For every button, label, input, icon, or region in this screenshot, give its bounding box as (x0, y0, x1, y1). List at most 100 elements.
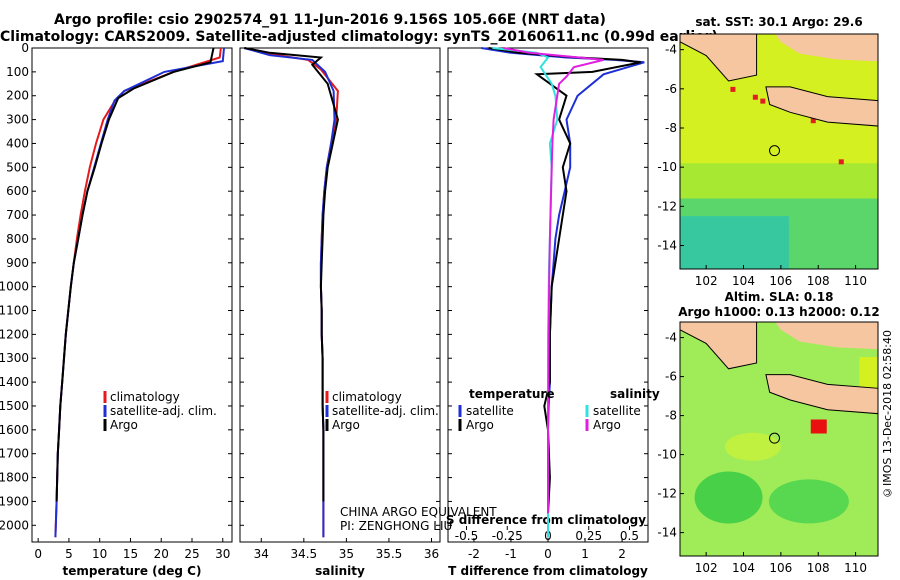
y-tick-label: 0 (21, 41, 29, 55)
sst-map-group: 102 104 106 108 110 -4 -6 -8 -10 -12 -14 (657, 33, 879, 288)
s-tick-label: -0.25 (492, 529, 523, 543)
y-tick-label: 200 (6, 89, 29, 103)
sst-hot-pixel (730, 86, 736, 92)
map-y-tick-label: -6 (665, 370, 677, 384)
map-y-tick-label: -10 (657, 448, 677, 462)
sst-hot-pixel (760, 98, 766, 104)
map-y-tick-label: -12 (657, 199, 677, 213)
sla-map-subtitle: Argo h1000: 0.13 h2000: 0.12 (678, 305, 879, 319)
y-tick-label: 1500 (0, 399, 29, 413)
argo-location-marker (769, 432, 781, 444)
sla-blob (724, 432, 781, 461)
sla-high-patch (810, 419, 827, 434)
legend-label: satellite (466, 404, 514, 418)
y-tick-label: 1300 (0, 351, 29, 365)
legend-label: Argo (466, 418, 494, 432)
map-y-tick-label: -12 (657, 487, 677, 501)
series-line-salinity-Argo (244, 47, 339, 502)
x-tick-label: 34 (254, 547, 269, 561)
sla-map-frame (679, 321, 879, 557)
map-y-tick-label: -4 (665, 43, 677, 57)
plot-frame-salinity (239, 47, 441, 543)
y-tick-label: 2000 (0, 518, 29, 532)
sla-map-group: 102 104 106 108 110 -4 -6 -8 -10 -12 -14 (657, 321, 879, 575)
series-line-temperature-climatology (54, 47, 222, 538)
x-tick-label: 0 (544, 547, 552, 561)
map-x-tick-label: 104 (732, 274, 755, 288)
legend-label: Argo (593, 418, 621, 432)
map-y-tick-label: -4 (665, 331, 677, 345)
map-y-tick-label: -8 (665, 409, 677, 423)
map-x-tick-label: 102 (695, 274, 718, 288)
chart-title-line2: Climatology: CARS2009. Satellite-adjuste… (0, 29, 718, 45)
s-tick-label: 0.25 (575, 529, 602, 543)
sst-map-frame (679, 33, 879, 270)
legend-label: satellite-adj. clim. (110, 404, 217, 418)
x-tick-label: 5 (65, 547, 73, 561)
y-tick-label: 1000 (0, 280, 29, 294)
x-axis-label-temperature: temperature (deg C) (63, 564, 202, 578)
map-y-tick-label: -14 (657, 526, 677, 540)
sla-blob (768, 479, 849, 524)
y-tick-label: 900 (6, 256, 29, 270)
sla-map-title: Altim. SLA: 0.18 (725, 290, 834, 304)
map-x-tick-label: 104 (732, 561, 755, 575)
x-tick-label: 34.5 (290, 547, 317, 561)
sst-band (680, 216, 789, 269)
s-tick-label: 0.5 (620, 529, 639, 543)
x-tick-label: 36 (424, 547, 439, 561)
s-tick-label: -0.5 (455, 529, 478, 543)
map-y-tick-label: -8 (665, 121, 677, 135)
x-tick-label: 0 (34, 547, 42, 561)
y-tick-label: 1700 (0, 447, 29, 461)
x-tick-label: -2 (468, 547, 480, 561)
series-line-difference-temperature-Argo (488, 47, 641, 514)
sst-hot-pixel (810, 118, 816, 124)
sst-map-title: sat. SST: 30.1 Argo: 29.6 (695, 15, 862, 29)
x-tick-label: 35 (339, 547, 354, 561)
plot-frame-temperature (31, 47, 233, 543)
map-y-tick-label: -10 (657, 160, 677, 174)
s-axis-label: S difference from climatology (446, 513, 646, 527)
y-tick-label: 700 (6, 208, 29, 222)
y-tick-label: 100 (6, 65, 29, 79)
x-tick-label: 30 (215, 547, 230, 561)
map-x-tick-label: 106 (769, 274, 792, 288)
attribution-text: PI: ZENGHONG LIU (340, 519, 452, 533)
attribution-text: CHINA ARGO EQUIVALENT (340, 505, 497, 519)
land-north (775, 34, 878, 62)
map-x-tick-label: 110 (844, 561, 867, 575)
series-line-difference-salinity-Argo (503, 47, 604, 514)
y-tick-label: 1100 (0, 304, 29, 318)
x-tick-label: 1 (581, 547, 589, 561)
argo-location-marker (769, 145, 781, 157)
land-north (775, 322, 878, 350)
legend-heading-salinity: salinity (610, 387, 660, 401)
map-x-tick-label: 110 (844, 274, 867, 288)
x-axis-label-difference: T difference from climatology (448, 564, 648, 578)
legend-label: Argo (332, 418, 360, 432)
legend-label: satellite (593, 404, 641, 418)
map-x-tick-label: 106 (769, 561, 792, 575)
legend-label: satellite-adj. clim. (332, 404, 439, 418)
x-tick-label: -1 (505, 547, 517, 561)
y-tick-label: 600 (6, 184, 29, 198)
x-tick-label: 35.5 (376, 547, 403, 561)
legend-label: climatology (332, 390, 402, 404)
sla-blob (694, 471, 763, 524)
credit-label: ©IMOS 13-Dec-2018 02:58:40 (881, 330, 894, 499)
map-x-tick-label: 108 (807, 274, 830, 288)
x-tick-label: 25 (184, 547, 199, 561)
y-tick-label: 1900 (0, 494, 29, 508)
y-tick-label: 1600 (0, 423, 29, 437)
x-tick-label: 20 (154, 547, 169, 561)
x-axis-label-salinity: salinity (315, 564, 365, 578)
y-tick-label: 1400 (0, 375, 29, 389)
x-tick-label: 10 (92, 547, 107, 561)
legend-heading-temperature: temperature (469, 387, 554, 401)
y-tick-label: 1200 (0, 327, 29, 341)
map-x-tick-label: 102 (695, 561, 718, 575)
chart-title-line1: Argo profile: csio 2902574_91 11-Jun-201… (54, 12, 606, 28)
y-tick-label: 1800 (0, 471, 29, 485)
